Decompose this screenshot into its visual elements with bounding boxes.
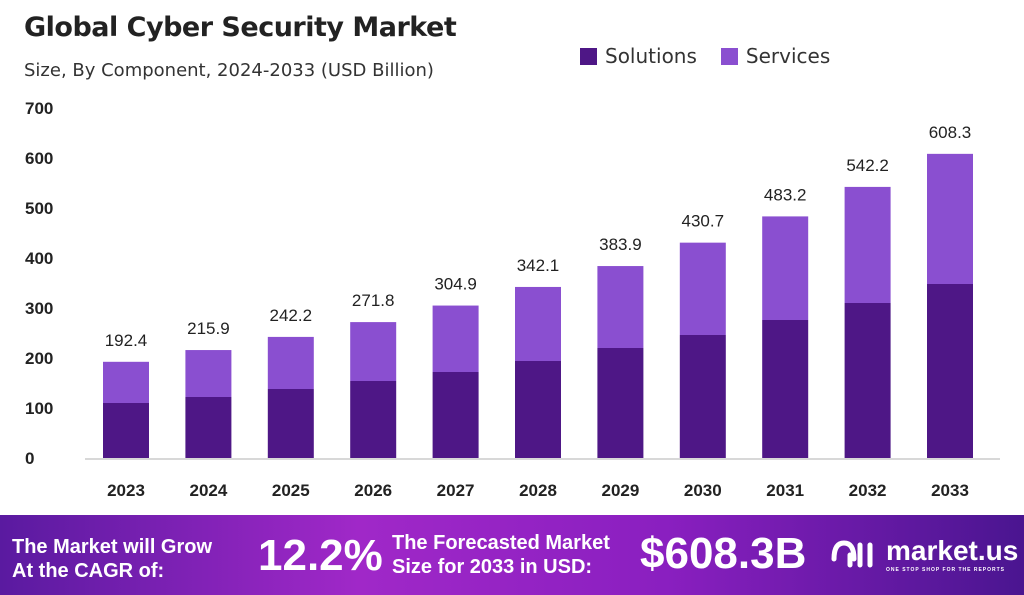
bar-services bbox=[927, 153, 973, 284]
bar-solutions bbox=[597, 348, 644, 458]
x-tick-label: 2025 bbox=[272, 481, 310, 500]
forecast-label-line: Size for 2033 in USD: bbox=[392, 556, 593, 578]
forecast-label: The Forecasted Market Size for 2033 in US… bbox=[392, 531, 610, 579]
total-label: 608.3 bbox=[929, 123, 972, 142]
bar-services bbox=[844, 186, 891, 303]
bar-solutions bbox=[844, 303, 891, 458]
y-tick-label: 300 bbox=[25, 299, 53, 318]
x-tick-label: 2033 bbox=[931, 481, 969, 500]
y-tick-label: 0 bbox=[25, 449, 34, 468]
brand-logo: market.us ONE STOP SHOP FOR THE REPORTS bbox=[830, 535, 1018, 573]
bar-solutions bbox=[267, 389, 314, 458]
forecast-label-line: The Forecasted Market bbox=[392, 532, 610, 554]
y-tick-label: 100 bbox=[25, 399, 53, 418]
bar-chart: 0 100 200 300 400 500 600 700 192.4 2023 215.9 2024… bbox=[25, 99, 1000, 500]
cagr-value: 12.2% bbox=[258, 531, 383, 580]
y-tick-label: 700 bbox=[25, 99, 53, 118]
legend-item-solutions: Solutions bbox=[580, 44, 697, 68]
x-tick-label: 2032 bbox=[849, 481, 887, 500]
chart-subtitle: Size, By Component, 2024-2033 (USD Billi… bbox=[24, 60, 434, 81]
bar-services bbox=[350, 322, 397, 381]
cagr-label: The Market will Grow At the CAGR of: bbox=[12, 535, 212, 583]
market-us-logo-icon bbox=[831, 540, 873, 568]
bar-solutions bbox=[432, 372, 479, 458]
y-tick-label: 200 bbox=[25, 349, 53, 368]
legend-swatch bbox=[580, 47, 597, 65]
brand-tagline: ONE STOP SHOP FOR THE REPORTS bbox=[886, 567, 1006, 573]
x-tick-label: 2024 bbox=[189, 481, 227, 500]
total-label: 304.9 bbox=[434, 275, 477, 294]
total-label: 483.2 bbox=[764, 185, 807, 204]
bar-services bbox=[597, 266, 644, 348]
bar-solutions bbox=[185, 397, 232, 458]
legend: Solutions Services bbox=[580, 44, 830, 68]
legend-swatch bbox=[720, 47, 738, 65]
x-tick-label: 2031 bbox=[766, 481, 804, 500]
legend-item-services: Services bbox=[720, 44, 831, 68]
bar-services bbox=[185, 350, 232, 397]
x-tick-label: 2028 bbox=[519, 481, 557, 500]
y-tick-label: 400 bbox=[25, 249, 53, 268]
total-label: 242.2 bbox=[270, 306, 313, 325]
legend-label: Solutions bbox=[605, 44, 697, 68]
bar-solutions bbox=[515, 361, 561, 458]
bar-solutions bbox=[762, 320, 809, 458]
total-label: 542.2 bbox=[846, 156, 889, 175]
brand-name: market.us bbox=[886, 535, 1019, 566]
total-label: 342.1 bbox=[517, 256, 560, 275]
cagr-label-line: The Market will Grow bbox=[12, 536, 213, 558]
bar-services bbox=[762, 216, 809, 320]
y-tick-label: 600 bbox=[25, 149, 53, 168]
chart-title: Global Cyber Security Market bbox=[24, 12, 457, 43]
total-label: 192.4 bbox=[105, 331, 148, 350]
x-tick-label: 2030 bbox=[684, 481, 722, 500]
x-tick-label: 2026 bbox=[354, 481, 392, 500]
bar-services bbox=[103, 361, 149, 403]
forecast-value: $608.3B bbox=[640, 529, 807, 578]
bar-solutions bbox=[927, 284, 973, 458]
x-tick-label: 2023 bbox=[107, 481, 145, 500]
bar-services bbox=[515, 286, 561, 361]
x-tick-label: 2029 bbox=[601, 481, 639, 500]
bar-solutions bbox=[103, 403, 149, 458]
total-label: 215.9 bbox=[187, 319, 230, 338]
bar-services bbox=[267, 336, 314, 389]
cagr-label-line: At the CAGR of: bbox=[12, 560, 165, 582]
bar-solutions bbox=[350, 381, 397, 458]
x-tick-label: 2027 bbox=[437, 481, 475, 500]
total-label: 383.9 bbox=[599, 235, 642, 254]
bar-services bbox=[679, 242, 726, 335]
legend-label: Services bbox=[745, 44, 831, 68]
total-label: 271.8 bbox=[352, 291, 395, 310]
total-label: 430.7 bbox=[682, 212, 725, 231]
footer-banner: The Market will Grow At the CAGR of: 12.2… bbox=[0, 515, 1024, 595]
bar-services bbox=[432, 305, 479, 372]
bar-solutions bbox=[679, 335, 726, 458]
y-tick-label: 500 bbox=[25, 199, 53, 218]
